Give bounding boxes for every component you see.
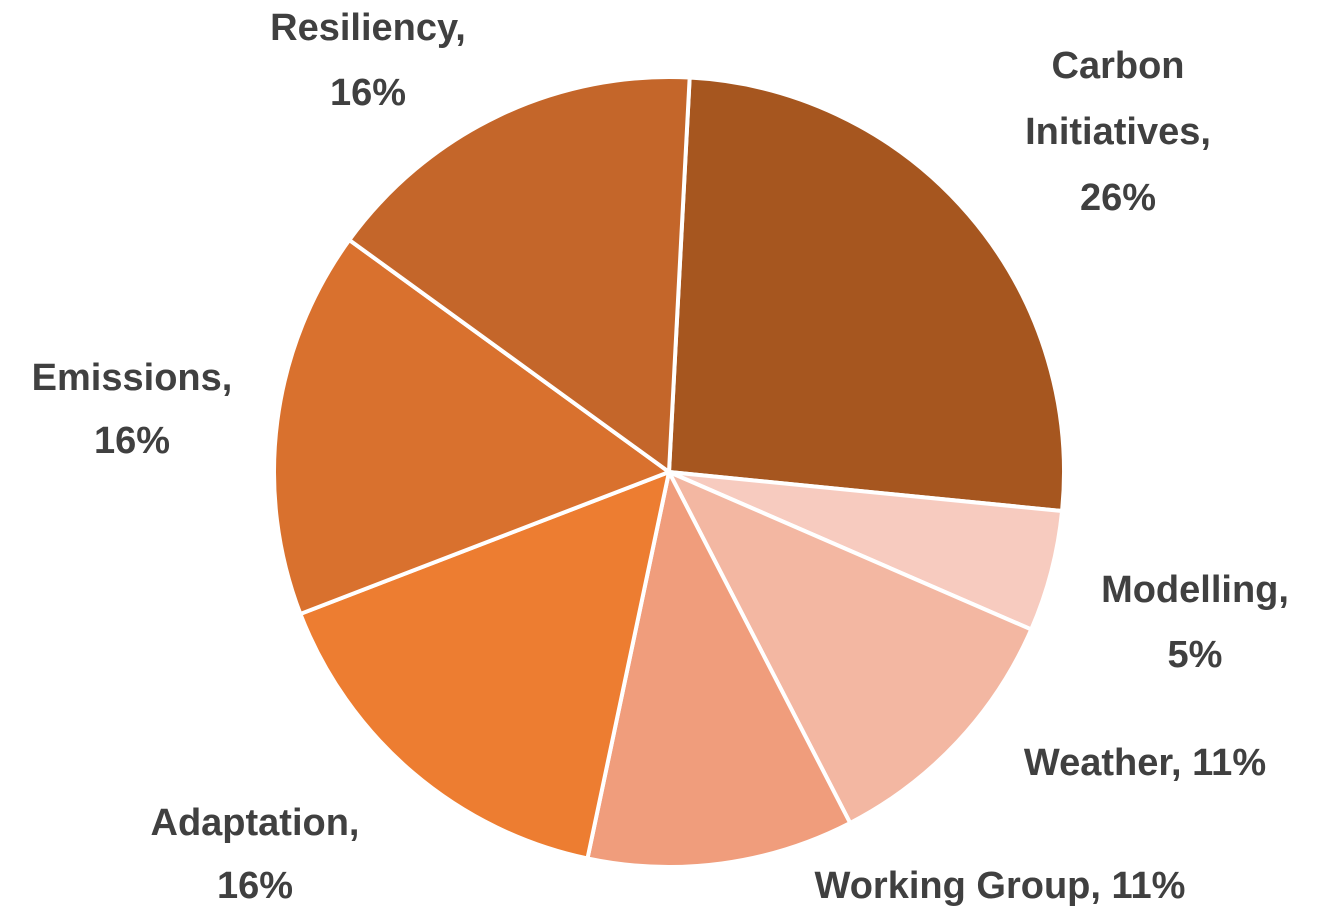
data-label: Resiliency, 16% [270, 7, 466, 114]
data-label-line: Emissions, [32, 357, 233, 399]
pie-slice [667, 470, 1034, 826]
data-label: Adaptation, 16% [151, 802, 360, 907]
pie-slice [667, 75, 1066, 514]
data-label-line: Weather, 11% [1024, 742, 1266, 784]
pie-slice [347, 75, 692, 474]
data-label-line: 26% [1080, 177, 1156, 219]
data-label: Working Group, 11% [815, 865, 1186, 907]
data-label-line: Modelling, [1101, 569, 1289, 611]
data-label-line: 16% [94, 420, 170, 462]
data-label-line: Carbon [1052, 45, 1185, 87]
data-label-line: Resiliency, [270, 7, 466, 49]
data-label-line: Adaptation, [151, 802, 360, 844]
data-label: Carbon Initiatives, 26% [1025, 45, 1211, 219]
data-label: Weather, 11% [1024, 742, 1266, 784]
pie-slice [298, 470, 671, 861]
data-label-line: 5% [1168, 634, 1223, 676]
data-label: Emissions, 16% [32, 357, 233, 462]
pie-slice [272, 237, 671, 616]
pie-slice [585, 470, 853, 869]
data-label-line: Working Group, 11% [815, 865, 1186, 907]
data-label: Modelling, 5% [1101, 569, 1289, 676]
data-label-line: 16% [330, 72, 406, 114]
data-label-line: 16% [217, 865, 293, 907]
data-label-line: Initiatives, [1025, 111, 1211, 153]
